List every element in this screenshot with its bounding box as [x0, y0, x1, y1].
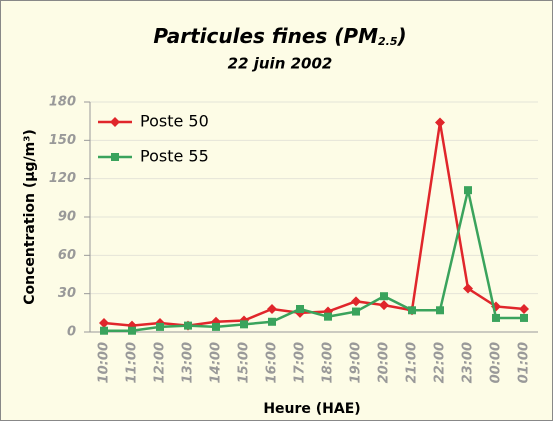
data-point	[436, 306, 444, 315]
legend-label: Poste 50	[140, 112, 209, 131]
x-tick-label: 13:00	[181, 342, 196, 383]
data-point	[99, 318, 109, 329]
x-tick-label: 15:00	[237, 342, 252, 383]
data-point	[128, 326, 136, 335]
data-point	[379, 300, 389, 311]
x-tick-label: 23:00	[461, 342, 476, 383]
x-tick-label: 12:00	[153, 342, 168, 383]
data-point	[296, 305, 304, 313]
y-tick-label: 0	[67, 325, 76, 340]
title-end: )	[397, 24, 407, 48]
data-point	[240, 320, 248, 329]
data-point	[268, 317, 276, 326]
x-tick-label: 10:00	[97, 342, 112, 383]
y-tick-label: 120	[49, 171, 76, 186]
legend-marker	[110, 117, 120, 127]
y-tick-label: 90	[58, 210, 76, 225]
x-tick-label: 20:00	[377, 342, 392, 383]
data-point	[156, 322, 164, 331]
x-tick-label: 01:00	[517, 342, 532, 383]
data-point	[352, 307, 360, 316]
y-axis-label: Concentration (µg/m³)	[22, 129, 38, 305]
data-point	[408, 306, 416, 315]
data-point	[463, 283, 473, 294]
legend-marker	[111, 153, 119, 161]
data-point	[519, 304, 529, 314]
x-tick-label: 19:00	[349, 342, 364, 383]
title-subscript: 2.5	[378, 35, 398, 48]
chart-subtitle: 22 juin 2002	[228, 55, 333, 73]
x-tick-label: 18:00	[321, 342, 336, 383]
y-tick-label: 180	[49, 95, 76, 110]
x-tick-label: 16:00	[265, 342, 280, 383]
x-tick-label: 22:00	[433, 342, 448, 383]
x-tick-label: 00:00	[489, 342, 504, 383]
y-tick-label: 30	[58, 286, 76, 301]
data-point	[435, 117, 445, 128]
data-point	[380, 292, 388, 301]
data-point	[184, 321, 192, 330]
x-tick-label: 14:00	[209, 342, 224, 383]
title-text: Particules fines (PM	[153, 24, 378, 48]
y-tick-label: 60	[58, 248, 76, 263]
data-point	[100, 326, 108, 335]
data-point	[464, 186, 472, 195]
x-axis-label: Heure (HAE)	[263, 401, 360, 417]
data-point	[212, 322, 220, 331]
x-tick-label: 21:00	[405, 342, 420, 383]
series-line	[104, 189, 524, 332]
y-tick-label: 150	[49, 133, 76, 148]
x-tick-label: 11:00	[125, 342, 140, 383]
legend-label: Poste 55	[140, 147, 209, 166]
x-tick-label: 17:00	[293, 342, 308, 383]
data-point	[520, 313, 528, 322]
data-point	[324, 312, 332, 321]
chart-title: Particules fines (PM2.5)	[153, 24, 406, 49]
data-point	[351, 296, 361, 307]
data-point	[267, 304, 277, 314]
data-point	[492, 313, 500, 322]
